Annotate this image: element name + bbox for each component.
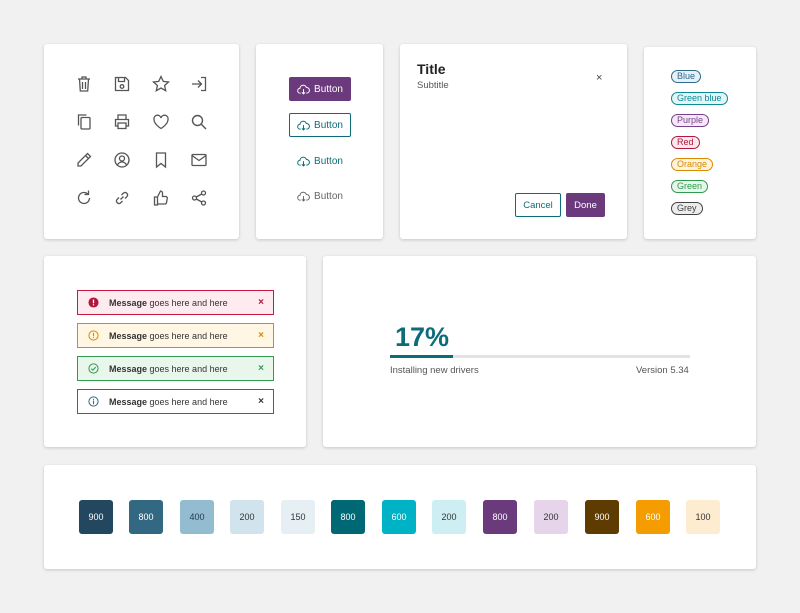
- swatch: 900: [79, 500, 113, 534]
- alert-message: Message goes here and here: [109, 363, 228, 374]
- swatch: 800: [331, 500, 365, 534]
- print-icon[interactable]: [112, 112, 132, 132]
- star-icon[interactable]: [151, 74, 171, 94]
- text-button[interactable]: Button: [289, 149, 351, 173]
- done-button[interactable]: Done: [566, 193, 605, 217]
- alert-message: Message goes here and here: [109, 396, 228, 407]
- thumbs-up-icon[interactable]: [151, 188, 171, 208]
- success-icon: [88, 363, 99, 374]
- cancel-button[interactable]: Cancel: [515, 193, 561, 217]
- tag-red: Red: [671, 136, 700, 149]
- close-icon[interactable]: ×: [258, 330, 264, 341]
- alert-info: Message goes here and here ×: [77, 389, 274, 414]
- alert-message: Message goes here and here: [109, 297, 228, 308]
- swatch: 600: [382, 500, 416, 534]
- mail-icon[interactable]: [189, 150, 209, 170]
- link-icon[interactable]: [112, 188, 132, 208]
- buttons-card: Button Button Button Button: [256, 44, 383, 239]
- tag-orange: Orange: [671, 158, 714, 171]
- bookmark-icon[interactable]: [151, 150, 171, 170]
- disabled-button-label: Button: [314, 190, 343, 202]
- alerts-card: Message goes here and here × Message goe…: [44, 256, 306, 447]
- cloud-download-icon: [297, 84, 310, 95]
- tag-grey: Grey: [671, 202, 703, 215]
- search-icon[interactable]: [189, 112, 209, 132]
- trash-icon[interactable]: [74, 74, 94, 94]
- dialog-card: Title Subtitle × Cancel Done: [400, 44, 627, 239]
- cloud-download-icon: [297, 120, 310, 131]
- swatch: 800: [129, 500, 163, 534]
- close-icon[interactable]: ×: [258, 396, 264, 407]
- swatch: 900: [585, 500, 619, 534]
- disabled-button[interactable]: Button: [289, 184, 351, 208]
- swatches-card: 900 800 400 200 150 800 600 200 800 200 …: [44, 465, 756, 569]
- icon-grid-card: [44, 44, 239, 239]
- heart-icon[interactable]: [151, 112, 171, 132]
- tag-blue: Blue: [671, 70, 702, 83]
- swatch: 200: [230, 500, 264, 534]
- swatch: 150: [281, 500, 315, 534]
- copy-icon[interactable]: [74, 112, 94, 132]
- cloud-download-icon: [297, 191, 310, 202]
- alert-warning: Message goes here and here ×: [77, 323, 274, 348]
- swatch: 100: [686, 500, 720, 534]
- save-icon[interactable]: [112, 74, 132, 94]
- swatch: 200: [432, 500, 466, 534]
- login-icon[interactable]: [189, 74, 209, 94]
- error-icon: [88, 297, 99, 308]
- close-icon[interactable]: ×: [258, 363, 264, 374]
- outline-button-label: Button: [314, 119, 343, 131]
- alert-success: Message goes here and here ×: [77, 356, 274, 381]
- tag-green-blue: Green blue: [671, 92, 728, 105]
- refresh-icon[interactable]: [74, 188, 94, 208]
- swatch: 800: [483, 500, 517, 534]
- alert-message: Message goes here and here: [109, 330, 228, 341]
- pencil-icon[interactable]: [74, 150, 94, 170]
- tags-card: Blue Green blue Purple Red Orange Green …: [644, 47, 756, 239]
- tag-green: Green: [671, 180, 709, 193]
- close-icon[interactable]: ×: [596, 72, 603, 84]
- primary-button[interactable]: Button: [289, 77, 351, 101]
- progress-fill: [390, 355, 453, 358]
- dialog-subtitle: Subtitle: [417, 80, 449, 91]
- outline-button[interactable]: Button: [289, 113, 351, 137]
- dialog-title: Title: [417, 61, 446, 77]
- primary-button-label: Button: [314, 83, 343, 95]
- tag-purple: Purple: [671, 114, 710, 127]
- version-label: Version 5.34: [636, 365, 689, 376]
- close-icon[interactable]: ×: [258, 297, 264, 308]
- swatch: 600: [636, 500, 670, 534]
- user-circle-icon[interactable]: [112, 150, 132, 170]
- warning-icon: [88, 330, 99, 341]
- cloud-download-icon: [297, 156, 310, 167]
- info-icon: [88, 396, 99, 407]
- progress-percent: 17%: [395, 322, 450, 352]
- alert-error: Message goes here and here ×: [77, 290, 274, 315]
- progress-bar: [390, 355, 690, 358]
- swatch: 200: [534, 500, 568, 534]
- text-button-label: Button: [314, 155, 343, 167]
- progress-card: 17% Installing new drivers Version 5.34: [323, 256, 756, 447]
- swatch: 400: [180, 500, 214, 534]
- progress-label: Installing new drivers: [390, 365, 479, 376]
- share-icon[interactable]: [189, 188, 209, 208]
